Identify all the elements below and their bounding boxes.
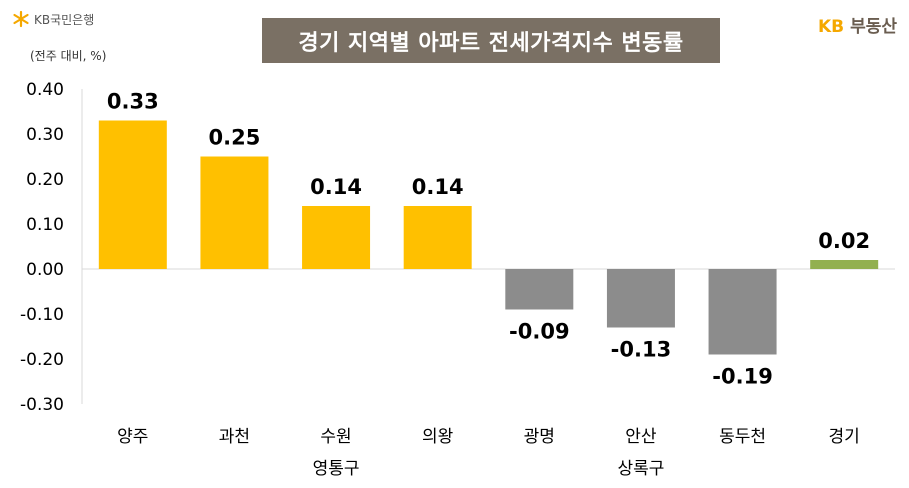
data-label: -0.09 [509, 320, 570, 344]
bar [810, 260, 879, 269]
bar [505, 269, 574, 310]
category-label: 과천 [219, 427, 250, 447]
bar [200, 156, 269, 269]
data-label: 0.02 [818, 229, 870, 253]
category-label: 수원 [320, 427, 351, 447]
data-label: 0.25 [209, 126, 261, 150]
kb-real-estate-logo: KB 부동산 [818, 12, 897, 37]
brand-kb: KB [818, 17, 845, 37]
group-label: 영통구 [313, 459, 360, 479]
category-label: 양주 [117, 427, 148, 447]
star-icon [13, 10, 29, 28]
brand-name: 부동산 [850, 17, 897, 37]
y-tick-label: -0.10 [20, 305, 64, 325]
kb-bank-logo-text: KB국민은행 [34, 12, 95, 27]
category-label: 광명 [524, 427, 555, 447]
category-label: 경기 [829, 427, 860, 447]
y-tick-label: 0.20 [26, 170, 64, 190]
chart-title: 경기 지역별 아파트 전세가격지수 변동률 [262, 18, 720, 63]
bar [98, 120, 167, 269]
y-tick-label: -0.20 [20, 350, 64, 370]
bar [606, 269, 675, 328]
group-label: 상록구 [617, 459, 664, 479]
data-label: 0.33 [107, 90, 159, 114]
y-tick-label: 0.00 [26, 260, 64, 280]
category-label: 동두천 [719, 427, 766, 447]
y-tick-label: -0.30 [20, 395, 64, 415]
bar [302, 206, 371, 269]
y-tick-label: 0.40 [26, 80, 64, 100]
data-label: 0.14 [412, 175, 464, 199]
data-label: 0.14 [310, 175, 362, 199]
category-label: 의왕 [422, 427, 453, 447]
y-tick-label: 0.30 [26, 125, 64, 145]
data-label: -0.13 [611, 338, 672, 362]
y-tick-label: 0.10 [26, 215, 64, 235]
kb-bank-logo: KB국민은행 [12, 10, 94, 28]
category-label: 안산 [625, 427, 657, 447]
unit-label: (전주 대비, %) [30, 49, 107, 63]
bar [708, 269, 777, 355]
data-label: -0.19 [712, 365, 773, 389]
bar [403, 206, 472, 269]
